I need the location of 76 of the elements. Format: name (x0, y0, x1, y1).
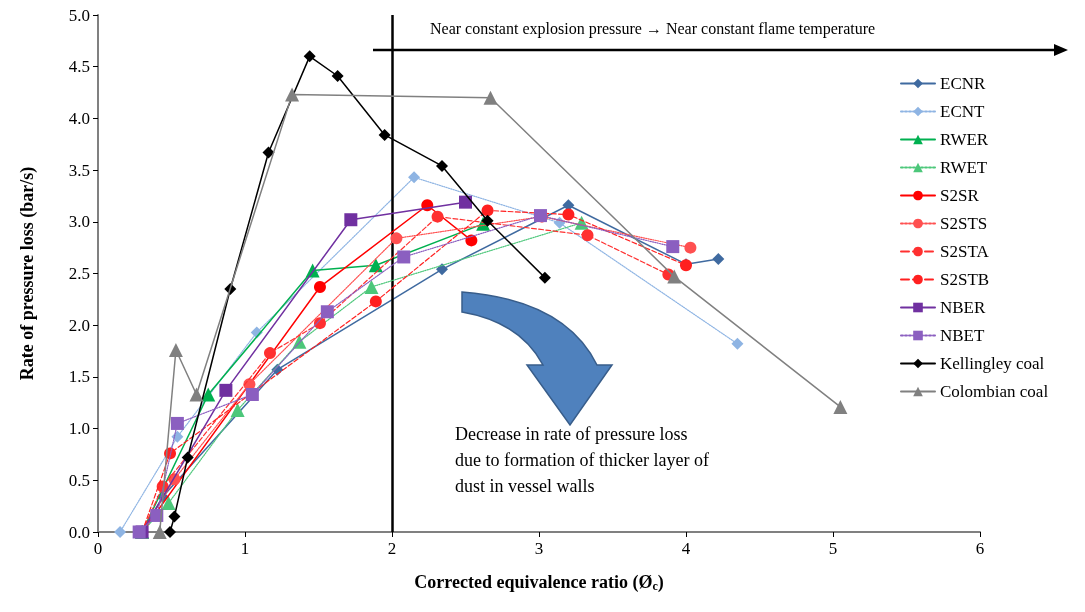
point (390, 232, 403, 245)
legend-label: S2STB (940, 270, 990, 289)
point (152, 525, 167, 539)
point (538, 271, 551, 284)
y-tick-label: 0.5 (68, 470, 90, 490)
point (331, 70, 344, 83)
x-tick-label: 3 (534, 539, 544, 558)
point (230, 402, 245, 417)
point (435, 263, 448, 276)
x-tick-label: 0 (93, 539, 103, 558)
point (459, 195, 472, 209)
legend-label: S2STA (940, 242, 990, 261)
x-tick-label: 6 (975, 539, 985, 558)
y-tick-label: 2.5 (68, 264, 90, 283)
point (181, 451, 194, 464)
annotation: Decrease in rate of pressure loss due to formation of thicker layer of dust in vessel walls (455, 424, 709, 496)
point (833, 399, 848, 414)
point (313, 280, 326, 293)
point (731, 337, 744, 350)
legend-label: RWER (940, 130, 989, 149)
annotation: Near constant explosion pressure → Near constant flame temperature (430, 19, 876, 38)
legend-label: NBET (940, 326, 985, 345)
point (378, 128, 391, 141)
legend-label: ECNR (940, 74, 986, 93)
point (483, 90, 498, 105)
point (364, 279, 379, 294)
y-axis-title: Rate of pressure loss (bar/s) (17, 166, 38, 381)
y-tick-label: 1.0 (68, 419, 90, 439)
point (161, 496, 176, 511)
legend-label: ECNT (940, 102, 985, 121)
point (397, 250, 411, 264)
point (435, 159, 448, 172)
point (581, 229, 594, 242)
x-tick-label: 2 (387, 539, 397, 558)
point (684, 241, 697, 254)
point (285, 87, 300, 102)
y-tick-label: 1.5 (68, 367, 90, 387)
point (408, 171, 421, 184)
point (431, 210, 444, 223)
y-tick-label: 4.0 (68, 108, 90, 128)
point (667, 269, 682, 284)
point (562, 208, 575, 221)
point (201, 387, 216, 402)
point (168, 343, 183, 358)
legend-label: Colombian coal (940, 382, 1049, 401)
legend-label: S2SR (940, 186, 980, 205)
point (344, 213, 358, 227)
point (219, 383, 233, 397)
y-tick-label: 3.5 (68, 160, 90, 180)
point (168, 510, 181, 523)
x-tick-label: 5 (828, 539, 838, 558)
point (666, 240, 680, 254)
y-tick-label: 0.0 (68, 522, 90, 542)
point (262, 146, 275, 159)
y-tick-label: 5.0 (68, 5, 90, 25)
point (712, 253, 725, 266)
legend-label: NBER (940, 298, 986, 317)
point (303, 50, 316, 63)
point (369, 295, 382, 308)
point (114, 526, 127, 538)
x-tick-label: 1 (240, 539, 250, 558)
y-tick-label: 3.0 (68, 212, 90, 232)
point (264, 347, 276, 360)
point (170, 416, 184, 430)
point (481, 204, 494, 217)
point (481, 214, 494, 227)
y-tick-label: 2.0 (68, 315, 90, 335)
point (245, 387, 259, 401)
legend-label: Kellingley coal (940, 354, 1045, 373)
point (189, 387, 204, 402)
legend-label: RWET (940, 158, 988, 177)
point (320, 305, 334, 319)
point (164, 526, 177, 538)
y-tick-label: 4.5 (68, 57, 90, 77)
legend-label: S2STS (940, 214, 988, 233)
x-tick-label: 4 (681, 539, 691, 558)
